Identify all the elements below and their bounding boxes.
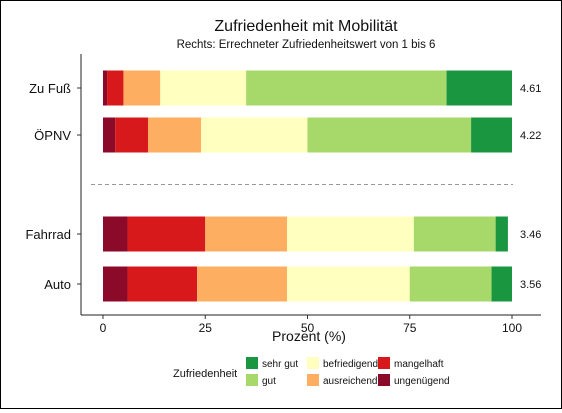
legend-key-ungenuegend	[378, 374, 390, 386]
bar-auto-gut	[409, 266, 492, 302]
bar-oepnv-mangelhaft	[115, 117, 148, 153]
legend-title: Zufriedenheit	[173, 368, 237, 380]
legend-label-gut: gut	[262, 376, 276, 387]
bar-auto-mangelhaft	[127, 266, 198, 302]
x-tick-label-50: 50	[301, 321, 315, 335]
legend-label-ausreichend: ausreichend	[323, 376, 377, 387]
bar-fahrrad-mangelhaft	[127, 216, 206, 252]
bar-fahrrad-sehr-gut	[495, 216, 508, 252]
bar-auto-sehr-gut	[491, 266, 512, 302]
plot-area: 0 25 50 75 100 Zu Fuß 4.61 ÖPNV 4.22 Fahrrad 3.46 A…	[25, 54, 541, 335]
bar-zu-fuss-ausreichend	[123, 70, 161, 106]
x-tick-label-25: 25	[199, 321, 213, 335]
bar-auto-ausreichend	[197, 266, 288, 302]
bar-group-zu-fuss	[103, 70, 512, 106]
y-tick-label-auto: Auto	[44, 277, 71, 292]
y-tick-label-zu-fuss: Zu Fuß	[29, 81, 71, 96]
bar-group-oepnv	[103, 117, 512, 153]
score-label-fahrrad: 3.46	[520, 229, 541, 241]
bar-fahrrad-ungenuegend	[103, 216, 128, 252]
bar-auto-befriedigend	[287, 266, 410, 302]
chart-subtitle: Rechts: Errechneter Zufriedenheitswert v…	[177, 39, 436, 51]
x-axis-label: Prozent (%)	[272, 328, 346, 344]
bar-fahrrad-befriedigend	[287, 216, 414, 252]
legend-label-mangelhaft: mangelhaft	[394, 359, 444, 370]
chart-title: Zufriedenheit mit Mobilität	[214, 18, 398, 35]
legend-label-befriedigend: befriedigend	[323, 359, 378, 370]
bar-fahrrad-ausreichend	[205, 216, 288, 252]
bar-oepnv-sehr-gut	[471, 117, 512, 153]
bar-auto-ungenuegend	[103, 266, 128, 302]
bar-zu-fuss-sehr-gut	[446, 70, 512, 106]
bar-oepnv-befriedigend	[201, 117, 308, 153]
legend-key-befriedigend	[307, 357, 319, 369]
bar-oepnv-ausreichend	[147, 117, 202, 153]
bar-zu-fuss-befriedigend	[160, 70, 247, 106]
bar-group-auto	[103, 266, 512, 302]
score-label-zu-fuss: 4.61	[520, 83, 541, 95]
legend-key-gut	[246, 374, 258, 386]
score-label-auto: 3.56	[520, 279, 541, 291]
legend-key-ausreichend	[307, 374, 319, 386]
legend-label-sehr-gut: sehr gut	[262, 359, 298, 370]
x-tick-label-75: 75	[403, 321, 417, 335]
x-tick-label-0: 0	[100, 321, 107, 335]
score-label-oepnv: 4.22	[520, 130, 541, 142]
bar-zu-fuss-gut	[246, 70, 447, 106]
legend: Zufriedenheit sehr gut gut befriedigend aus…	[173, 357, 450, 387]
y-tick-label-oepnv: ÖPNV	[34, 128, 71, 143]
legend-key-mangelhaft	[378, 357, 390, 369]
x-tick-label-100: 100	[502, 321, 522, 335]
bar-fahrrad-gut	[413, 216, 496, 252]
y-tick-label-fahrrad: Fahrrad	[25, 227, 71, 242]
bar-oepnv-ungenuegend	[103, 117, 116, 153]
legend-key-sehr-gut	[246, 357, 258, 369]
legend-label-ungenuegend: ungenügend	[394, 376, 450, 387]
bar-oepnv-gut	[307, 117, 472, 153]
bar-group-fahrrad	[103, 216, 508, 252]
bar-zu-fuss-mangelhaft	[107, 70, 124, 106]
bar-zu-fuss-ungenuegend	[103, 70, 108, 106]
